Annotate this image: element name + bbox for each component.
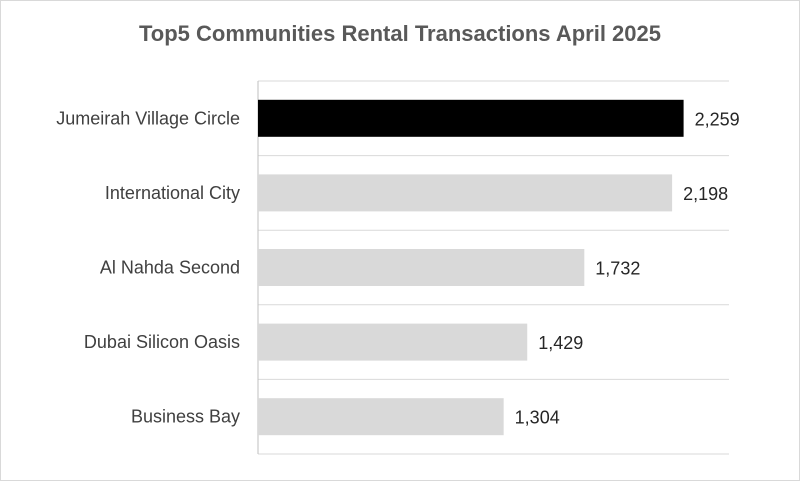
category-label: Al Nahda Second: [100, 258, 240, 278]
category-label: Jumeirah Village Circle: [56, 108, 240, 128]
bar-business-bay: [258, 398, 504, 436]
value-label: 1,304: [515, 408, 560, 428]
bar-dubai-silicon-oasis: [258, 323, 528, 361]
gridlines: [258, 80, 729, 455]
chart-title: Top5 Communities Rental Transactions Apr…: [139, 21, 661, 46]
value-label: 2,259: [695, 109, 740, 129]
category-label: International City: [105, 183, 240, 203]
value-label: 1,429: [538, 333, 583, 353]
bar-al-nahda-second: [258, 249, 585, 286]
value-label: 2,198: [683, 184, 728, 204]
category-label: Business Bay: [131, 407, 240, 427]
bar-international-city: [258, 174, 673, 212]
category-label: Dubai Silicon Oasis: [84, 332, 240, 352]
bars: Jumeirah Village Circle 2,259 Internationa…: [56, 99, 740, 436]
bar-jumeirah-village-circle: [258, 99, 684, 137]
value-label: 1,732: [595, 259, 640, 279]
